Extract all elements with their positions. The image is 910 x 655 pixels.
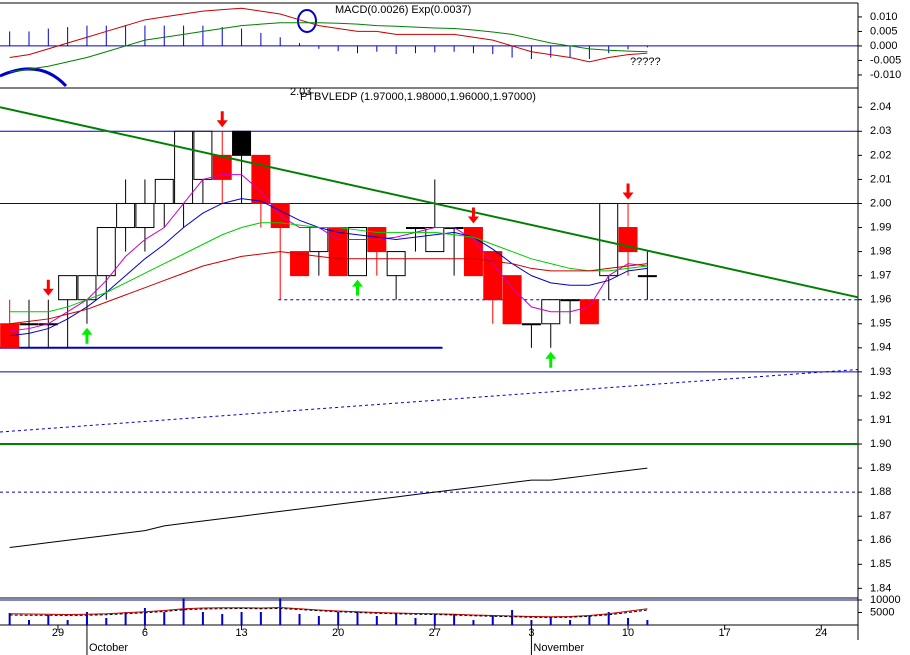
y-tick-label: 2.00 bbox=[870, 197, 891, 209]
sell-arrow bbox=[467, 207, 479, 224]
y-tick-label: 1.84 bbox=[870, 582, 891, 594]
y-tick-label: 1.89 bbox=[870, 462, 891, 474]
indicator-line bbox=[9, 606, 648, 618]
y-tick-label: 1.85 bbox=[870, 558, 891, 570]
month-label: November bbox=[533, 642, 584, 654]
indicator-line bbox=[9, 222, 648, 313]
candle-body bbox=[637, 275, 657, 278]
candle-body bbox=[116, 202, 136, 229]
buy-arrow bbox=[81, 327, 93, 344]
note: 2.03 bbox=[290, 86, 311, 98]
note: ????? bbox=[630, 56, 661, 68]
y-tick-label: 1.86 bbox=[870, 534, 891, 546]
sell-arrow bbox=[622, 183, 634, 200]
y-tick-label: 1.94 bbox=[870, 342, 891, 354]
sell-arrow bbox=[42, 279, 54, 296]
month-label: October bbox=[89, 642, 128, 654]
y-tick-label: 1.90 bbox=[870, 438, 891, 450]
candle-body bbox=[328, 227, 348, 277]
x-tick-label: 27 bbox=[429, 627, 441, 639]
trend-line bbox=[0, 106, 859, 299]
candle-body bbox=[405, 227, 425, 230]
candle-body bbox=[232, 130, 252, 156]
candle-body bbox=[77, 275, 97, 301]
x-tick-label: 29 bbox=[52, 627, 64, 639]
candle-body bbox=[58, 275, 78, 301]
x-tick-label: 10 bbox=[622, 627, 634, 639]
candle-body bbox=[483, 251, 503, 301]
chart-title: PTBVLEDP (1.97000,1.98000,1.96000,1.9700… bbox=[300, 91, 536, 103]
candle-body bbox=[154, 178, 174, 204]
chart-title: MACD(0.0026) Exp(0.0037) bbox=[335, 4, 471, 16]
y-tick-label: 0.000 bbox=[870, 40, 898, 52]
y-tick-label: -0.010 bbox=[870, 69, 901, 81]
candle-body bbox=[579, 299, 599, 325]
candle-body bbox=[386, 251, 406, 277]
indicator-line bbox=[9, 174, 648, 332]
y-tick-label: 1.96 bbox=[870, 294, 891, 306]
candle-body bbox=[502, 275, 522, 325]
arc-annotation bbox=[0, 67, 68, 88]
y-tick-label: 2.03 bbox=[870, 125, 891, 137]
y-tick-label: 0.005 bbox=[870, 25, 898, 37]
x-tick-label: 20 bbox=[332, 627, 344, 639]
y-tick-label: 0.010 bbox=[870, 11, 898, 23]
y-tick-label: 1.93 bbox=[870, 366, 891, 378]
candle-body bbox=[135, 202, 155, 229]
x-tick-label: 6 bbox=[142, 627, 148, 639]
buy-arrow bbox=[545, 351, 557, 368]
candle-body bbox=[19, 323, 39, 326]
x-tick-label: 13 bbox=[235, 627, 247, 639]
y-tick-label: 2.04 bbox=[870, 101, 891, 113]
y-tick-label: 1.88 bbox=[870, 486, 891, 498]
indicator-line bbox=[9, 607, 648, 619]
candle-body bbox=[251, 154, 271, 204]
indicator-line bbox=[9, 467, 648, 548]
x-tick-label: 17 bbox=[719, 627, 731, 639]
candle-body bbox=[560, 299, 580, 302]
indicator-line bbox=[9, 7, 648, 63]
candle-body bbox=[599, 202, 619, 277]
candle-body bbox=[174, 130, 194, 204]
y-tick-label: -0.005 bbox=[870, 54, 901, 66]
candle-body bbox=[521, 323, 541, 326]
y-tick-label: 1.91 bbox=[870, 414, 891, 426]
candle-body bbox=[290, 251, 310, 277]
circle-annotation bbox=[297, 9, 317, 33]
candle-body bbox=[425, 227, 445, 253]
indicator-line bbox=[9, 251, 648, 325]
candle-body bbox=[463, 227, 483, 277]
candle-body bbox=[96, 227, 116, 277]
y-tick-label: 5000 bbox=[870, 606, 894, 618]
y-tick-label: 1.98 bbox=[870, 245, 891, 257]
y-tick-label: 1.87 bbox=[870, 510, 891, 522]
candle-body bbox=[193, 130, 213, 180]
y-tick-label: 1.95 bbox=[870, 318, 891, 330]
y-tick-label: 1.97 bbox=[870, 270, 891, 282]
y-tick-label: 2.01 bbox=[870, 173, 891, 185]
sell-arrow bbox=[216, 111, 228, 128]
candle-body bbox=[212, 154, 232, 180]
x-tick-label: 24 bbox=[815, 627, 827, 639]
trend-line bbox=[0, 368, 859, 433]
y-tick-label: 2.02 bbox=[870, 149, 891, 161]
indicator-line bbox=[9, 198, 648, 337]
y-tick-label: 1.99 bbox=[870, 221, 891, 233]
y-tick-label: 10000 bbox=[870, 594, 901, 606]
buy-arrow bbox=[352, 279, 363, 296]
y-tick-label: 1.92 bbox=[870, 390, 891, 402]
indicator-line bbox=[9, 22, 648, 73]
